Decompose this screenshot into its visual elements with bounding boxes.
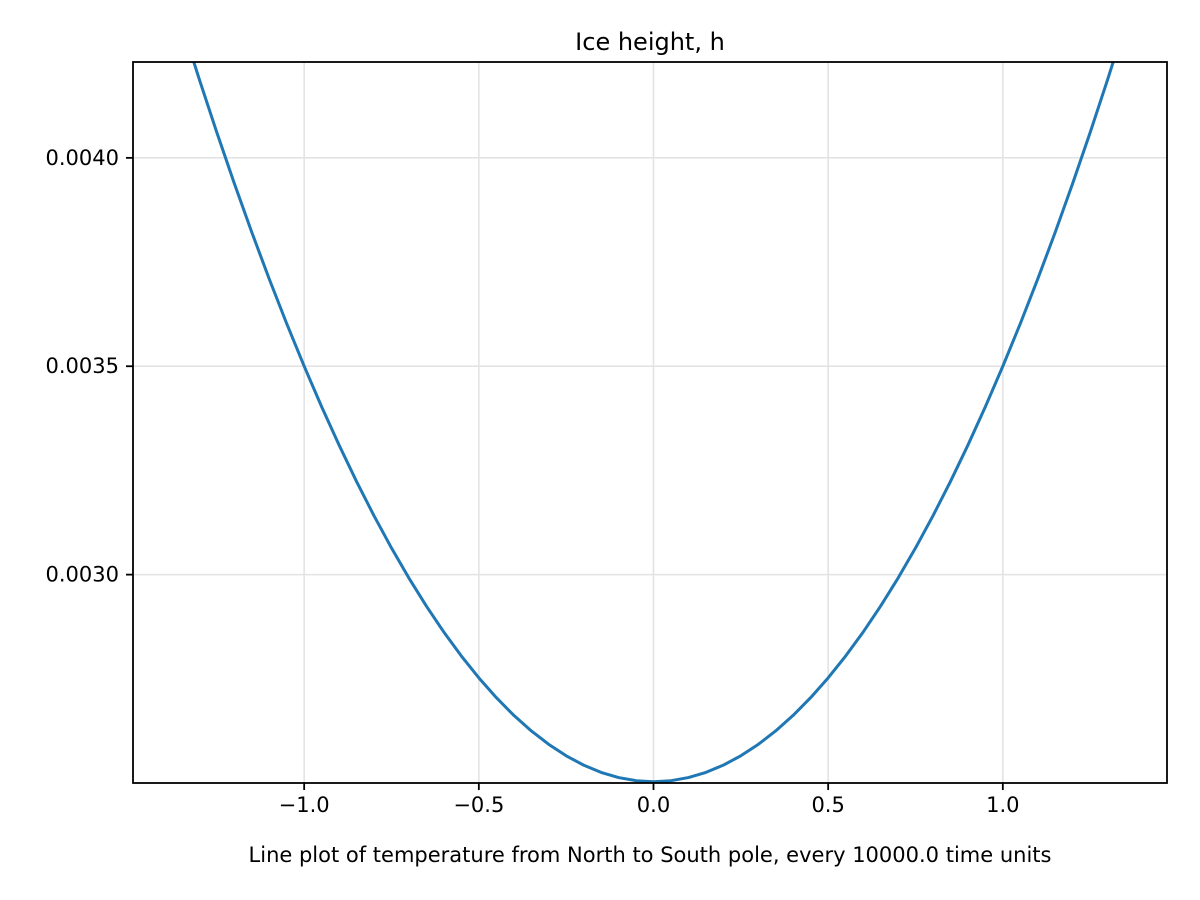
series-line [192, 62, 1115, 783]
x-tick-label: −0.5 [453, 793, 504, 817]
y-tick-label: 0.0040 [46, 146, 119, 170]
x-tick-label: 0.0 [637, 793, 670, 817]
plot-border [132, 61, 1168, 784]
chart-title: Ice height, h [575, 28, 725, 56]
x-axis-label: Line plot of temperature from North to S… [248, 843, 1052, 867]
y-tick-label: 0.0030 [46, 563, 119, 587]
x-tick-label: 1.0 [986, 793, 1019, 817]
x-tick-label: 0.5 [811, 793, 844, 817]
y-tick-label: 0.0035 [46, 354, 119, 378]
x-tick-label: −1.0 [279, 793, 330, 817]
